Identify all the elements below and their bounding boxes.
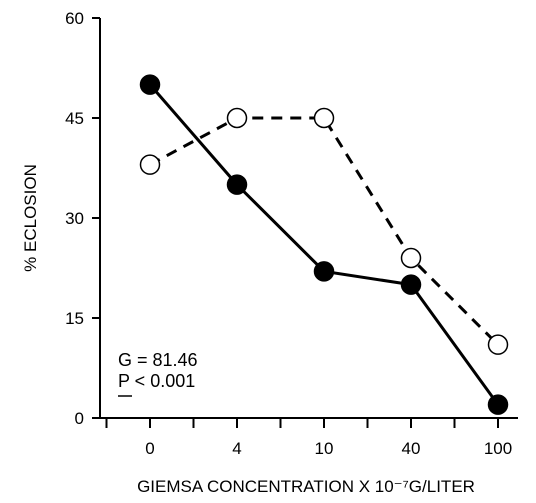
dashed-series-line <box>149 116 500 346</box>
open-circle-point <box>226 107 248 129</box>
x-axis-title: GIEMSA CONCENTRATION X 10⁻⁷G/LITER <box>137 477 475 496</box>
y-tick-label: 30 <box>65 209 84 228</box>
series-filled-circles <box>139 74 509 415</box>
y-tick-label: 45 <box>65 109 84 128</box>
series-open-circles <box>139 107 509 355</box>
filled-circle-point <box>226 174 248 195</box>
x-tick-label: 100 <box>484 439 512 458</box>
g-statistic: G = 81.46 <box>118 350 198 370</box>
y-tick-label: 15 <box>65 309 84 328</box>
y-tick-label: 0 <box>75 409 84 428</box>
filled-circle-point <box>313 261 335 282</box>
x-tick-label: 4 <box>232 439 241 458</box>
filled-circle-point <box>400 274 422 295</box>
p-value: P < 0.001 <box>118 371 195 391</box>
series-layer <box>139 74 509 415</box>
solid-series-line <box>148 83 500 406</box>
filled-circle-point <box>139 74 161 95</box>
x-tick-label: 0 <box>145 439 154 458</box>
y-tick-label: 60 <box>65 9 84 28</box>
x-tick-label: 10 <box>315 439 334 458</box>
open-circle-point <box>139 154 161 175</box>
x-tick-label: 40 <box>402 439 421 458</box>
x-ticks: 0 4 10 40 100 <box>105 418 512 458</box>
filled-circle-point <box>487 394 509 415</box>
open-circle-point <box>487 334 509 355</box>
y-ticks: 0 15 30 45 60 <box>65 9 100 428</box>
y-axis-title: % ECLOSION <box>21 164 40 272</box>
open-circle-point <box>400 247 422 269</box>
statistics-annotation: G = 81.46 P < 0.001 <box>118 350 198 397</box>
open-circle-point <box>313 107 335 129</box>
